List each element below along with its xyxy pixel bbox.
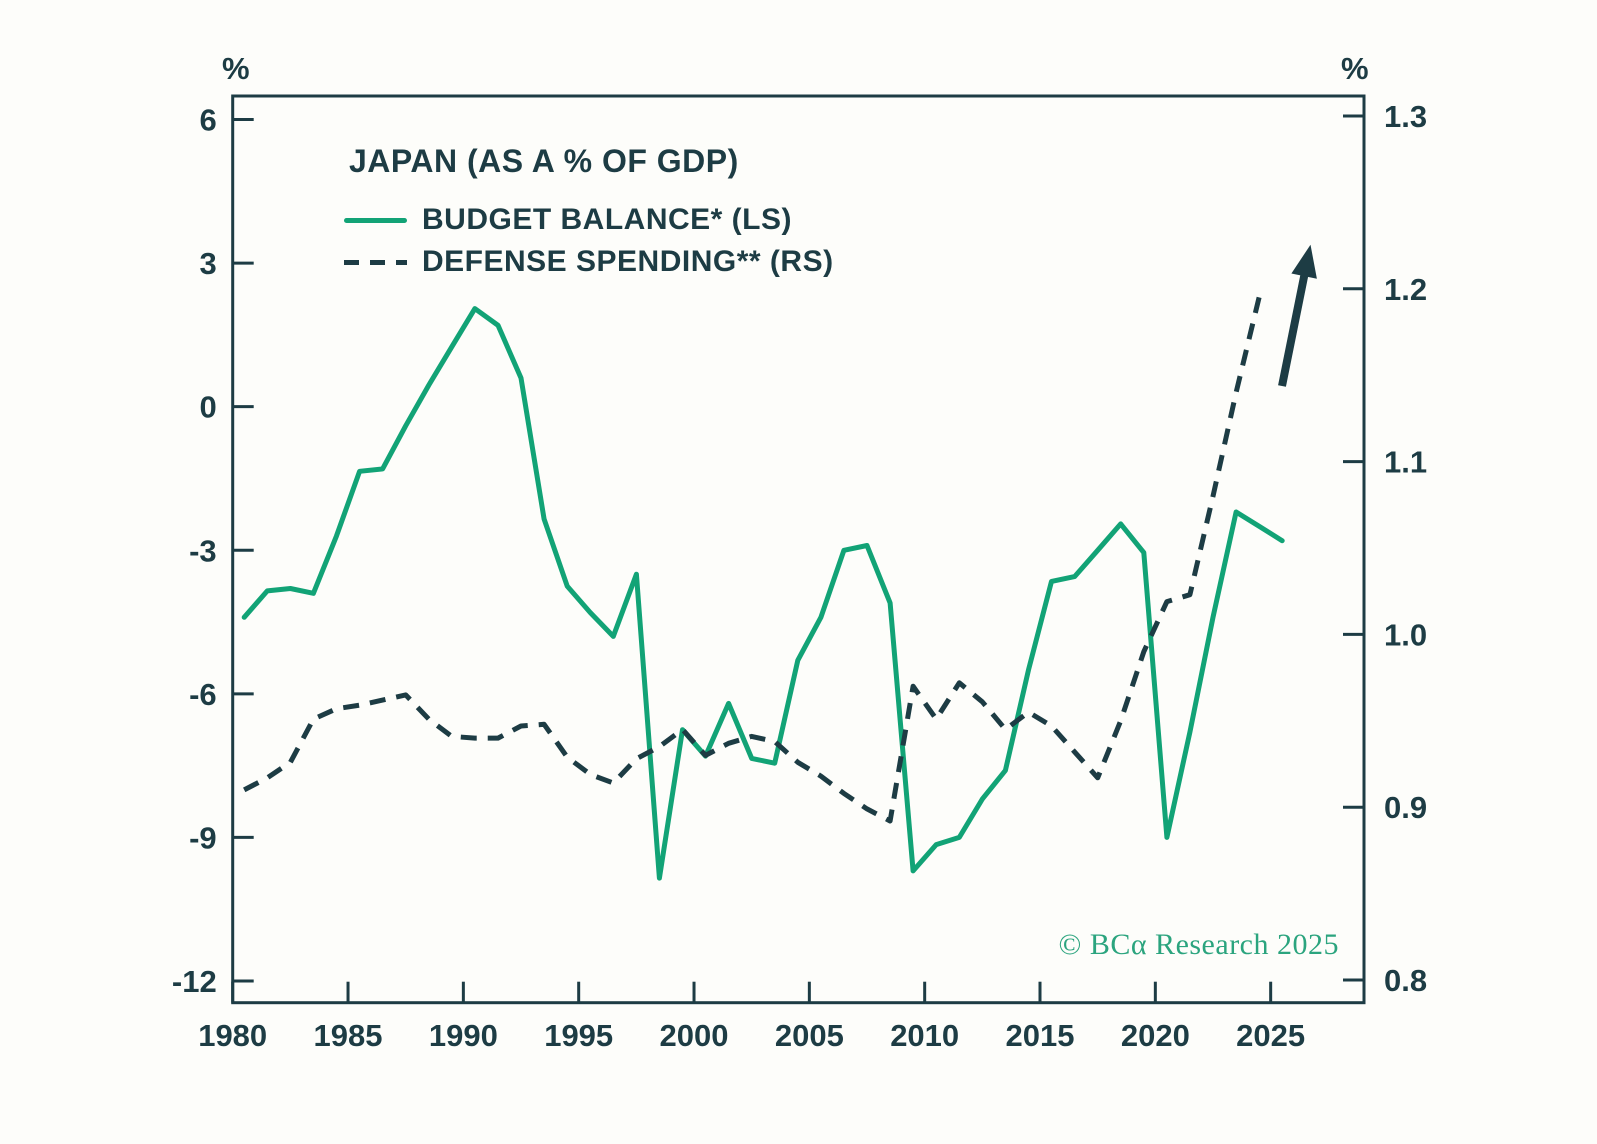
x-tick-label: 1995 bbox=[544, 1018, 613, 1053]
x-tick-label: 1980 bbox=[198, 1018, 267, 1053]
y-left-tick-label: -3 bbox=[189, 533, 217, 568]
x-tick-label: 2005 bbox=[775, 1018, 844, 1053]
trend-arrow-shaft bbox=[1278, 269, 1310, 387]
y-right-tick-label: 1.3 bbox=[1384, 99, 1427, 134]
trend-arrow-head-icon bbox=[1291, 244, 1317, 279]
right-axis-unit-label: % bbox=[1341, 51, 1370, 86]
x-tick-label: 2015 bbox=[1006, 1018, 1075, 1053]
budget-balance-line-swatch bbox=[344, 217, 407, 223]
legend-label-defense-spending: DEFENSE SPENDING** (RS) bbox=[422, 245, 834, 278]
x-tick-label: 1985 bbox=[314, 1018, 383, 1053]
y-left-tick-label: -12 bbox=[172, 964, 217, 999]
x-tick-label: 2025 bbox=[1236, 1018, 1305, 1053]
y-right-tick-label: 0.8 bbox=[1384, 963, 1427, 998]
y-left-tick-label: 6 bbox=[199, 103, 216, 138]
y-right-tick-label: 1.1 bbox=[1384, 445, 1427, 480]
defense-spending-line bbox=[243, 296, 1262, 824]
chart-title: JAPAN (AS A % OF GDP) bbox=[349, 143, 739, 179]
y-right-tick-label: 1.2 bbox=[1384, 272, 1427, 307]
legend-item-budget-balance: BUDGET BALANCE* (LS) bbox=[344, 203, 792, 237]
x-tick-label: 2000 bbox=[660, 1018, 729, 1053]
legend-item-defense-spending: DEFENSE SPENDING** (RS) bbox=[344, 245, 834, 279]
x-tick-label: 2010 bbox=[890, 1018, 959, 1053]
defense-spending-line-swatch bbox=[344, 259, 407, 265]
y-left-tick-label: 0 bbox=[199, 390, 216, 425]
y-left-tick-label: -9 bbox=[189, 820, 217, 855]
legend-label-budget-balance: BUDGET BALANCE* (LS) bbox=[422, 203, 792, 236]
copyright-credit: © BCα Research 2025 bbox=[1058, 928, 1339, 961]
y-left-tick-label: 3 bbox=[199, 246, 216, 281]
y-right-tick-label: 0.9 bbox=[1384, 790, 1427, 825]
left-axis-unit-label: % bbox=[222, 51, 251, 86]
y-right-tick-label: 1.0 bbox=[1384, 617, 1427, 652]
budget-balance-line bbox=[241, 306, 1285, 881]
y-left-tick-label: -6 bbox=[189, 677, 217, 712]
x-tick-label: 1990 bbox=[429, 1018, 498, 1053]
x-tick-label: 2020 bbox=[1121, 1018, 1190, 1053]
